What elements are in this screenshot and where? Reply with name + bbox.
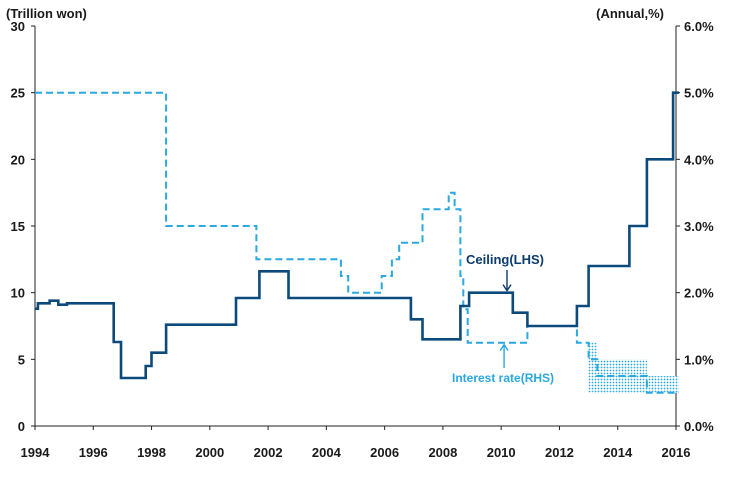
right-tick-label: 1.0% xyxy=(684,352,714,367)
interest-rate-arrow-head xyxy=(499,343,509,352)
right-tick-label: 5.0% xyxy=(684,86,714,101)
right-tick-label: 0.0% xyxy=(684,419,714,434)
x-tick-label: 2000 xyxy=(195,445,224,460)
ceiling-annotation: Ceiling(LHS) xyxy=(466,252,544,267)
x-tick-label: 2002 xyxy=(254,445,283,460)
x-tick-label: 1996 xyxy=(79,445,108,460)
x-tick-label: 2006 xyxy=(370,445,399,460)
left-tick-label: 0 xyxy=(18,419,25,434)
series-layer xyxy=(35,91,679,394)
x-tick-label: 1998 xyxy=(137,445,166,460)
x-tick-label: 2008 xyxy=(428,445,457,460)
left-tick-label: 20 xyxy=(11,152,25,167)
right-tick-label: 3.0% xyxy=(684,219,714,234)
right-tick-label: 6.0% xyxy=(684,19,714,34)
x-tick-label: 2004 xyxy=(312,445,342,460)
ceiling-arrow-head xyxy=(502,284,512,292)
right-tick-label: 4.0% xyxy=(684,152,714,167)
x-tick-label: 2010 xyxy=(487,445,516,460)
interest-rate-line xyxy=(35,91,679,394)
x-tick-label: 1994 xyxy=(21,445,51,460)
x-tick-label: 2016 xyxy=(662,445,691,460)
interest-rate-band xyxy=(588,342,679,393)
right-tick-label: 2.0% xyxy=(684,286,714,301)
x-tick-label: 2014 xyxy=(603,445,633,460)
interest-rate-annotation: Interest rate(RHS) xyxy=(452,371,554,385)
annotations: Ceiling(LHS) Interest rate(RHS) xyxy=(452,252,554,385)
left-tick-label: 5 xyxy=(18,352,25,367)
right-axis-unit: (Annual,%) xyxy=(596,6,664,21)
ceiling-line xyxy=(35,91,679,380)
left-tick-label: 30 xyxy=(11,19,25,34)
left-tick-label: 25 xyxy=(11,86,25,101)
rate-band xyxy=(588,342,679,393)
axes xyxy=(31,25,680,430)
tick-labels: 0 5 10 15 20 25 30 0.0% 1.0% 2.0% 3.0% 4.0% 5.0% 6.0%… xyxy=(11,19,715,460)
left-axis-unit: (Trillion won) xyxy=(6,6,87,21)
x-tick-label: 2012 xyxy=(545,445,574,460)
left-tick-label: 15 xyxy=(11,219,25,234)
left-tick-label: 10 xyxy=(11,286,25,301)
